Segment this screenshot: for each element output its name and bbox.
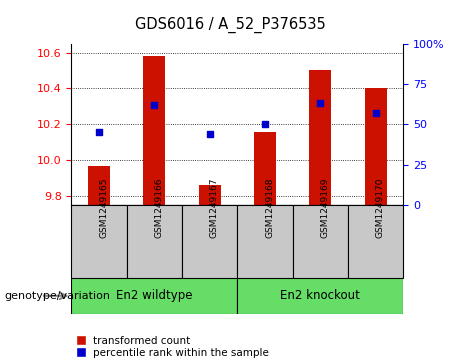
Text: GSM1249166: GSM1249166 — [154, 177, 164, 237]
Bar — [237, 278, 403, 314]
Bar — [71, 278, 237, 314]
Text: En2 wildtype: En2 wildtype — [116, 289, 193, 302]
Text: GSM1249167: GSM1249167 — [210, 177, 219, 237]
Text: GSM1249165: GSM1249165 — [99, 177, 108, 237]
Bar — [127, 205, 182, 278]
Point — [151, 102, 158, 108]
Bar — [309, 70, 331, 205]
Bar — [199, 185, 221, 205]
Text: GSM1249168: GSM1249168 — [265, 177, 274, 237]
Bar — [254, 131, 276, 205]
Text: genotype/variation: genotype/variation — [5, 291, 111, 301]
Text: GSM1249169: GSM1249169 — [320, 177, 330, 237]
Point — [95, 130, 103, 135]
Bar — [293, 205, 348, 278]
Point — [317, 101, 324, 106]
Bar — [182, 205, 237, 278]
Point — [372, 110, 379, 116]
Bar — [143, 56, 165, 205]
Text: GDS6016 / A_52_P376535: GDS6016 / A_52_P376535 — [135, 16, 326, 33]
Text: GSM1249170: GSM1249170 — [376, 177, 385, 237]
Bar — [88, 166, 110, 205]
Bar — [365, 89, 387, 205]
Point — [206, 131, 213, 137]
Point — [261, 122, 269, 127]
Text: En2 knockout: En2 knockout — [280, 289, 361, 302]
Bar — [237, 205, 293, 278]
Legend: transformed count, percentile rank within the sample: transformed count, percentile rank withi… — [77, 336, 269, 358]
Bar — [71, 205, 127, 278]
Bar — [348, 205, 403, 278]
